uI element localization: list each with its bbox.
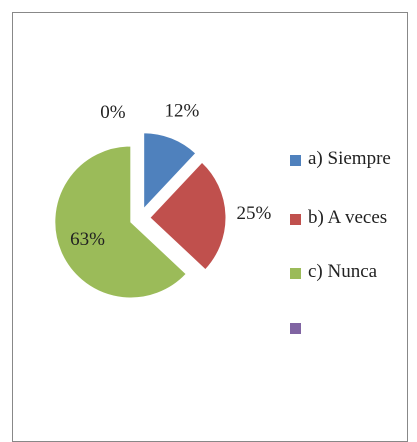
legend-label: c) Nunca [308,261,378,282]
data-label: 0% [100,102,126,123]
legend-swatch [290,323,301,334]
chart: 12% 25% 63% 0% [54,100,272,299]
legend-swatch [290,214,301,225]
pie-slice [54,145,187,299]
pie-slice [143,132,197,210]
legend-swatch [290,155,301,166]
data-label: 63% [70,229,105,250]
data-label: 12% [165,100,200,121]
legend-label: b) A veces [308,207,388,228]
pie-slice [149,161,227,271]
legend-label: a) Siempre [308,148,391,169]
page: 12%25%63%0% (() => { const data = JSON.p… [12,12,408,442]
data-label: 25% [237,203,272,224]
legend-swatch [290,268,301,279]
